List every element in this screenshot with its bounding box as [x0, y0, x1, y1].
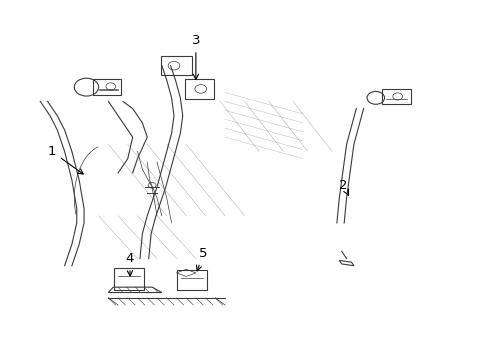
Text: 3: 3	[191, 34, 200, 80]
Text: 2: 2	[339, 179, 348, 195]
Text: 4: 4	[125, 252, 134, 276]
Text: 5: 5	[196, 247, 207, 271]
Text: 1: 1	[47, 145, 83, 174]
